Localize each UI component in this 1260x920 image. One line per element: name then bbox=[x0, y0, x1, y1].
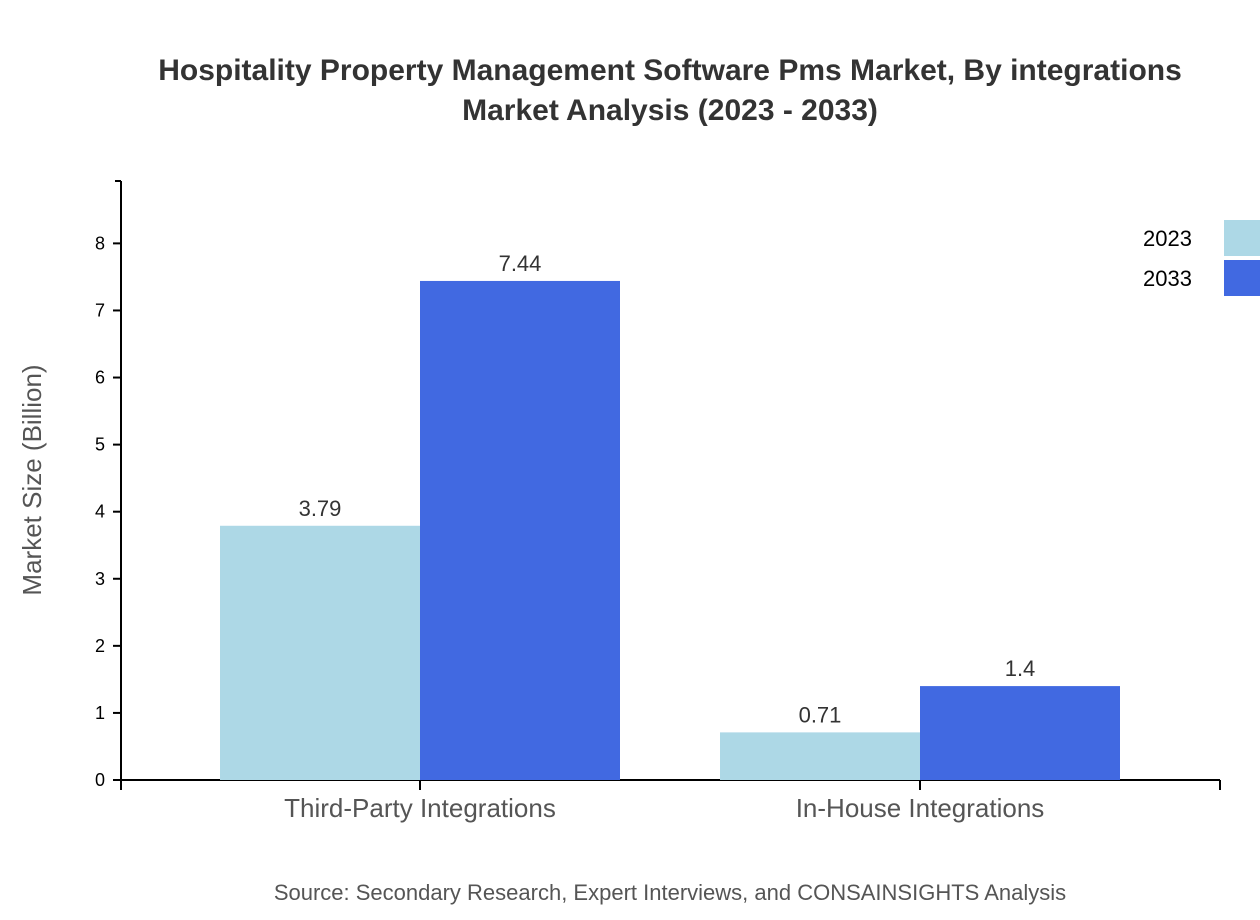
bar-2023 bbox=[720, 732, 920, 780]
y-axis-label: Market Size (Billion) bbox=[17, 364, 47, 595]
y-tick-label: 3 bbox=[95, 569, 105, 589]
legend-swatch bbox=[1224, 220, 1260, 256]
chart-title-line-1: Hospitality Property Management Software… bbox=[158, 54, 1182, 87]
data-label: 1.4 bbox=[1005, 656, 1036, 681]
y-tick-label: 4 bbox=[95, 502, 105, 522]
y-tick-label: 7 bbox=[95, 300, 105, 320]
y-tick-label: 5 bbox=[95, 435, 105, 455]
y-tick-label: 0 bbox=[95, 770, 105, 790]
x-tick-label: Third-Party Integrations bbox=[284, 793, 556, 823]
data-label: 7.44 bbox=[499, 251, 542, 276]
y-tick-label: 6 bbox=[95, 368, 105, 388]
source-note: Source: Secondary Research, Expert Inter… bbox=[274, 880, 1066, 905]
legend-swatch bbox=[1224, 260, 1260, 296]
x-tick-label: In-House Integrations bbox=[796, 793, 1045, 823]
data-label: 3.79 bbox=[299, 496, 342, 521]
y-tick-label: 2 bbox=[95, 636, 105, 656]
data-label: 0.71 bbox=[799, 702, 842, 727]
bar-2023 bbox=[220, 525, 420, 780]
y-tick-label: 8 bbox=[95, 233, 105, 253]
legend-label: 2023 bbox=[1143, 226, 1192, 251]
bar-2033 bbox=[420, 280, 620, 780]
legend-label: 2033 bbox=[1143, 266, 1192, 291]
y-tick-label: 1 bbox=[95, 703, 105, 723]
chart-title-line-2: Market Analysis (2023 - 2033) bbox=[462, 94, 878, 127]
bar-2033 bbox=[920, 686, 1120, 780]
